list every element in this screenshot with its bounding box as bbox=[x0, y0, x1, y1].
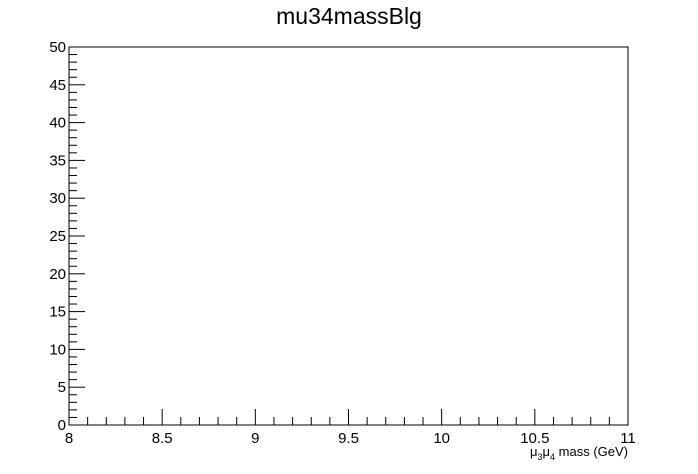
x-tick-label: 10 bbox=[433, 430, 450, 447]
y-tick-label: 10 bbox=[49, 341, 66, 358]
y-tick-label: 50 bbox=[49, 39, 66, 56]
x-axis-tick-labels: 8 8.5 9 9.5 10 10.5 11 bbox=[65, 430, 636, 447]
y-axis-tick-labels: 0 5 10 15 20 25 30 35 40 45 50 bbox=[49, 39, 66, 434]
y-tick-label: 30 bbox=[49, 190, 66, 207]
y-tick-label: 45 bbox=[49, 77, 66, 94]
y-tick-label: 0 bbox=[58, 417, 66, 434]
x-axis-label: μ3μ4 mass (GeV) bbox=[530, 444, 628, 462]
x-axis-label-mu-b: μ bbox=[543, 444, 551, 459]
x-tick-label: 10.5 bbox=[520, 430, 549, 447]
y-tick-label: 25 bbox=[49, 228, 66, 245]
x-axis-ticks bbox=[68, 409, 629, 425]
y-tick-label: 15 bbox=[49, 304, 66, 321]
y-axis-ticks bbox=[69, 46, 85, 426]
x-tick-label: 9.5 bbox=[338, 430, 359, 447]
chart-title: mu34massBlg bbox=[276, 3, 422, 29]
x-tick-label: 9 bbox=[251, 430, 259, 447]
x-axis-label-mu-a: μ bbox=[530, 444, 538, 459]
x-tick-label: 11 bbox=[620, 430, 636, 447]
y-tick-label: 20 bbox=[49, 266, 66, 283]
y-tick-label: 35 bbox=[49, 152, 66, 169]
x-tick-label: 8 bbox=[65, 430, 73, 447]
x-axis-label-sub-b: 4 bbox=[550, 452, 555, 462]
plot-frame bbox=[68, 46, 629, 426]
x-axis-label-sub-a: 3 bbox=[538, 452, 543, 462]
y-tick-label: 5 bbox=[58, 379, 66, 396]
y-tick-label: 40 bbox=[49, 115, 66, 132]
x-tick-label: 8.5 bbox=[152, 430, 173, 447]
x-axis-label-rest: mass (GeV) bbox=[555, 444, 628, 459]
